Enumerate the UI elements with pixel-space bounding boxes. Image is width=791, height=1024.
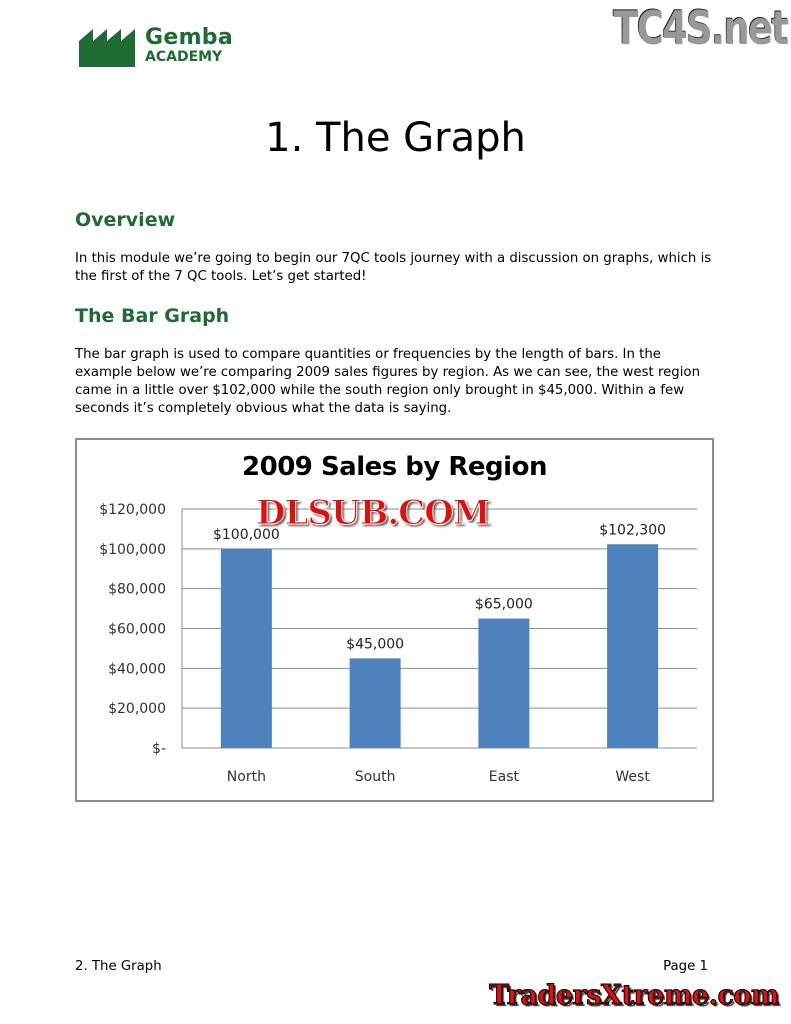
logo-text-academy: ACADEMY bbox=[145, 49, 223, 65]
gemba-academy-logo: Gemba ACADEMY bbox=[79, 25, 249, 69]
y-tick-label: $100,000 bbox=[99, 542, 166, 558]
x-tick-label: East bbox=[489, 769, 520, 785]
section-body-overview: In this module we’re going to begin our … bbox=[75, 251, 712, 284]
section-body-bar-graph: The bar graph is used to compare quantit… bbox=[75, 347, 700, 416]
chart-title: 2009 Sales by Region bbox=[242, 452, 547, 482]
footer-page-number: Page 1 bbox=[663, 959, 708, 974]
watermark-dlsub: DLSUB.COM bbox=[255, 493, 490, 534]
footer-left: 2. The Graph bbox=[75, 959, 162, 974]
section-heading-bar-graph: The Bar Graph bbox=[75, 305, 230, 327]
x-tick-label: South bbox=[355, 769, 396, 785]
chart-frame bbox=[75, 438, 714, 802]
section-heading-overview: Overview bbox=[75, 209, 176, 231]
watermark-tradersxtreme: TradersXtreme.com bbox=[489, 980, 780, 1012]
page-title: 1. The Graph bbox=[265, 115, 526, 161]
bar-west bbox=[607, 544, 659, 748]
bar-south bbox=[349, 658, 401, 748]
x-tick-label: North bbox=[227, 769, 266, 785]
y-tick-label: $40,000 bbox=[108, 661, 166, 677]
bar-north bbox=[220, 548, 272, 748]
watermark-tc4s: TC4S.net bbox=[612, 0, 789, 54]
data-label: $65,000 bbox=[475, 597, 533, 613]
y-tick-label: $120,000 bbox=[99, 502, 166, 518]
factory-icon bbox=[79, 29, 135, 67]
y-tick-label: $20,000 bbox=[108, 701, 166, 717]
logo-text-gemba: Gemba bbox=[145, 25, 233, 50]
data-label: $100,000 bbox=[213, 527, 280, 543]
bar-east bbox=[478, 618, 530, 748]
data-label: $45,000 bbox=[346, 636, 404, 652]
x-tick-label: West bbox=[615, 769, 650, 785]
y-tick-label: $- bbox=[152, 741, 166, 757]
data-label: $102,300 bbox=[599, 522, 666, 538]
y-tick-label: $60,000 bbox=[108, 622, 166, 638]
y-tick-label: $80,000 bbox=[108, 582, 166, 598]
